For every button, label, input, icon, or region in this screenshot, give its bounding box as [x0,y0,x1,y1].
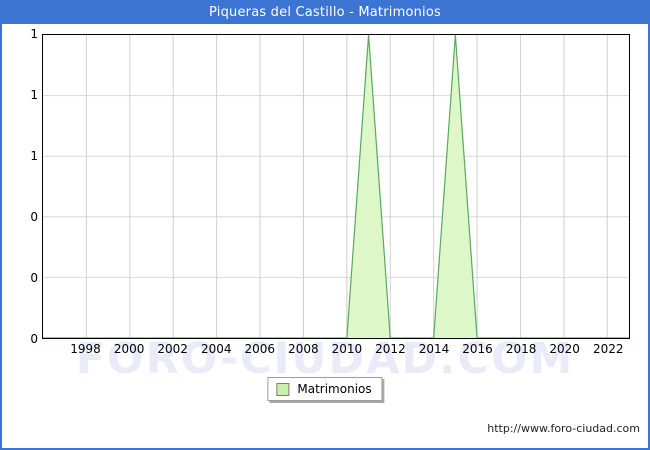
y-tick-label: 1 [30,149,38,163]
x-tick-label: 2022 [592,342,624,356]
y-tick-label: 0 [30,332,38,346]
page-title: Piqueras del Castillo - Matrimonios [2,2,648,24]
gridlines [43,35,629,338]
y-tick-label: 0 [30,210,38,224]
x-axis: 1998 2000 2002 2004 2006 2008 2010 2012 2014 2016… [42,342,630,362]
x-tick-label: 2012 [375,342,406,356]
x-tick-label: 1998 [70,342,101,356]
y-tick-label: 1 [30,88,38,102]
chart-canvas: FORO-CIUDAD.COM 1 1 1 0 0 0 1998 2000 2002 2004 2… [2,24,648,448]
legend-item-label: Matrimonios [297,382,372,396]
x-tick-label: 2014 [418,342,450,356]
x-tick-label: 2010 [331,342,363,356]
y-tick-label: 0 [30,271,38,285]
footer-url: http://www.foro-ciudad.com [487,422,640,435]
y-axis: 1 1 1 0 0 0 [2,28,38,345]
x-tick-label: 2020 [549,342,580,356]
plot-inner [43,35,629,338]
x-tick-label: 2016 [462,342,493,356]
x-tick-label: 2000 [113,342,145,356]
x-tick-label: 2006 [244,342,276,356]
x-tick-label: 2002 [157,342,188,356]
x-tick-label: 2018 [505,342,537,356]
x-tick-label: 2008 [288,342,319,356]
chart-legend: Matrimonios [267,377,383,401]
x-tick-label: 2004 [200,342,232,356]
plot-area [42,34,630,339]
watermark-text: FORO-CIUDAD.COM [75,334,575,384]
series-matrimonios [43,35,629,338]
y-tick-label: 1 [30,27,38,41]
legend-swatch-icon [276,382,290,396]
